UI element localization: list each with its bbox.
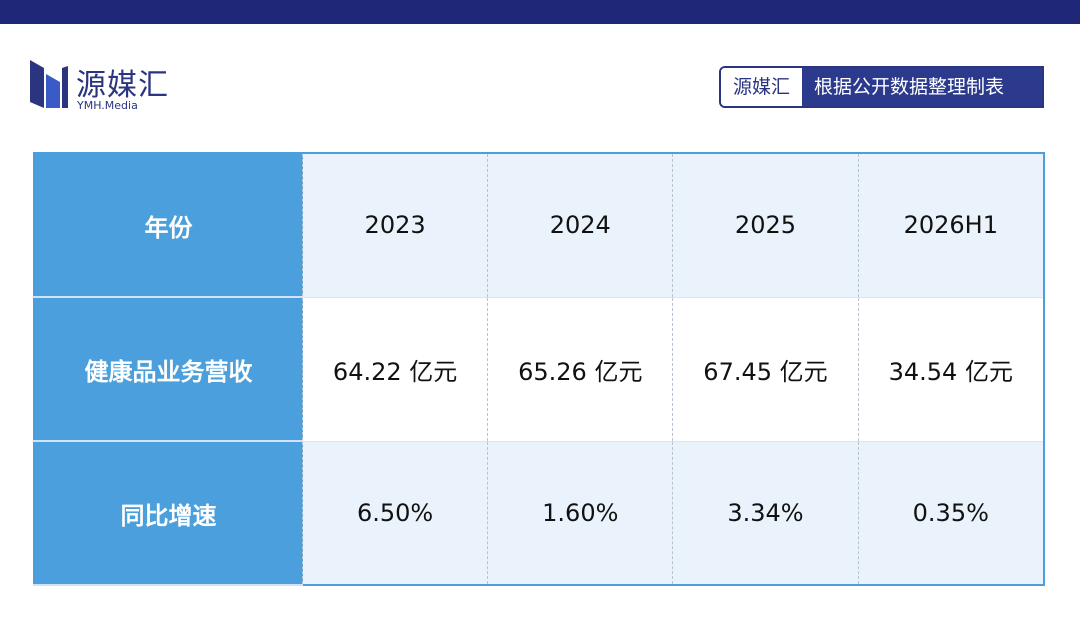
table-cell: 65.26 亿元 [487,297,673,442]
table-cell: 0.35% [857,441,1044,586]
table-row: 同比增速 6.50% 1.60% 3.34% 0.35% [34,441,1044,586]
table-cell: 64.22 亿元 [301,297,488,442]
source-badge: 源媒汇 根据公开数据整理制表 [719,66,1045,108]
logo-subtitle: YMH.Media [77,99,138,112]
table-cell: 6.50% [301,441,488,586]
row-header: 健康品业务营收 [34,297,303,442]
row-header: 年份 [34,153,303,298]
table-cell: 2023 [301,153,488,298]
data-table: 年份 2023 2024 2025 2026H1 健康品业务营收 64.22 亿元 65.26… [33,152,1045,586]
table-cell: 2026H1 [857,153,1044,298]
table-cell: 34.54 亿元 [857,297,1044,442]
badge-text: 根据公开数据整理制表 [802,68,1043,106]
logo: 源媒汇 YMH.Media [30,58,180,114]
table-row: 年份 2023 2024 2025 2026H1 [34,153,1044,298]
table-cell: 1.60% [487,441,673,586]
table-cell: 67.45 亿元 [672,297,859,442]
top-bar [0,0,1080,24]
table-cell: 3.34% [672,441,859,586]
table-cell: 2024 [487,153,673,298]
badge-brand: 源媒汇 [721,68,803,106]
row-header: 同比增速 [34,441,303,586]
table-row: 健康品业务营收 64.22 亿元 65.26 亿元 67.45 亿元 34.54 亿元 [34,297,1044,442]
logo-icon [30,60,68,108]
table-cell: 2025 [672,153,859,298]
logo-name: 源媒汇 [76,68,169,103]
